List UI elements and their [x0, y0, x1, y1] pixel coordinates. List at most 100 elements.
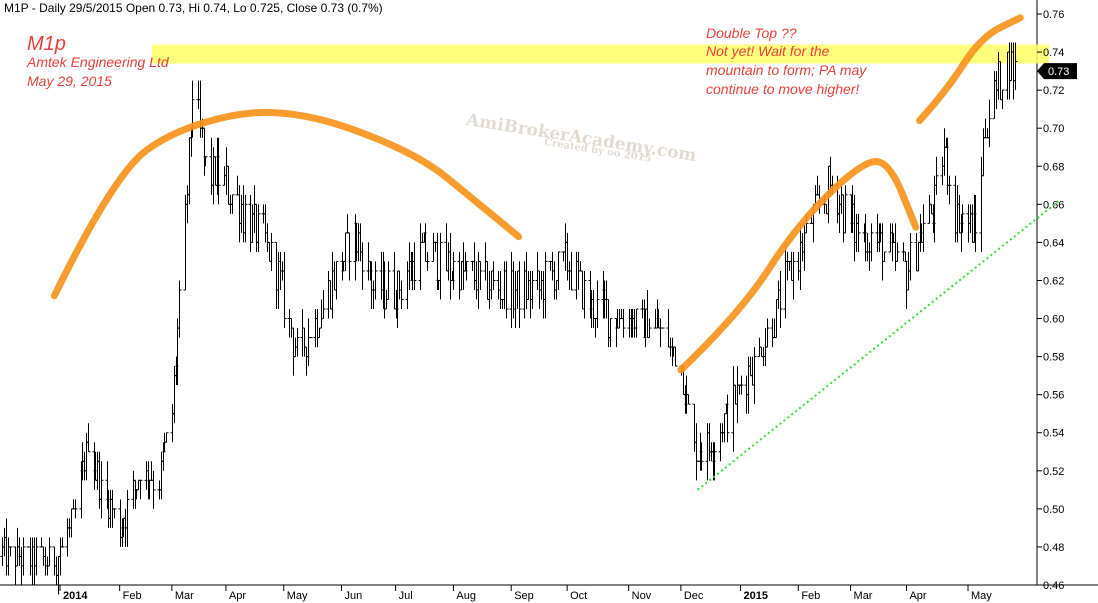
ohlc-bar — [787, 260, 792, 271]
ohlc-bar — [185, 185, 190, 224]
ohlc-bar — [248, 194, 253, 252]
ohlc-bar — [746, 356, 751, 414]
ohlc-bar — [0, 537, 5, 566]
ohlc-bar — [295, 328, 300, 357]
ohlc-bar — [164, 432, 169, 443]
ohlc-bar — [774, 299, 779, 339]
ohlc-bar — [211, 147, 216, 205]
ohlc-bar — [250, 204, 255, 243]
ohlc-bar — [39, 537, 44, 548]
ohlc-bar — [765, 318, 770, 348]
ohlc-bar — [243, 194, 248, 243]
ohlc-bar — [543, 251, 548, 319]
ohlc-bar — [705, 423, 710, 481]
ohlc-bar — [916, 241, 921, 272]
x-tick-label: May — [971, 590, 992, 602]
ohlc-bar — [198, 80, 203, 138]
ohlc-bar — [929, 203, 934, 215]
ohlc-bar — [149, 461, 154, 481]
ohlc-bar — [770, 318, 775, 348]
ohlc-bar — [235, 175, 240, 196]
ohlc-bar — [686, 394, 691, 405]
ohlc-bar — [334, 260, 339, 300]
ohlc-bar — [957, 194, 962, 234]
ohlc-bar — [118, 499, 123, 547]
ohlc-bar — [658, 318, 663, 348]
ohlc-bar — [869, 223, 874, 262]
ohlc-bar — [306, 318, 311, 367]
last-price-tag-bg — [1037, 63, 1077, 80]
ohlc-bar — [65, 518, 70, 557]
y-tick-label: 0.74 — [1043, 47, 1064, 59]
ohlc-bar — [578, 261, 583, 272]
x-tick-label: 2015 — [744, 590, 768, 602]
ohlc-bar — [854, 213, 859, 252]
ohlc-bar — [230, 194, 235, 214]
ohlc-bar — [418, 223, 423, 290]
ohlc-bar — [707, 423, 712, 462]
ohlc-bar — [985, 128, 990, 139]
ohlc-bar — [433, 241, 438, 252]
ohlc-bar — [420, 232, 425, 243]
ohlc-bar — [203, 156, 208, 167]
x-tick-label: Jul — [399, 590, 413, 602]
ohlc-bar — [502, 261, 507, 310]
ohlc-bar — [839, 185, 844, 214]
ohlc-bar — [485, 260, 490, 300]
ohlc-bar — [457, 251, 462, 300]
ohlc-bar — [99, 461, 104, 519]
ohlc-bar — [8, 546, 13, 557]
ohlc-bar — [73, 499, 78, 519]
x-tick-label: Nov — [632, 590, 652, 602]
ohlc-bar — [84, 432, 89, 481]
x-tick-label: 2014 — [63, 590, 88, 602]
ohlc-bar — [550, 251, 555, 281]
ohlc-bar — [621, 309, 626, 338]
ohlc-bar — [791, 251, 796, 300]
ohlc-bar — [595, 280, 600, 329]
ohlc-bar — [267, 241, 272, 262]
ohlc-bar — [800, 232, 805, 262]
x-tick-label: Mar — [854, 590, 873, 602]
ohlc-bar — [265, 223, 270, 252]
ohlc-bar — [108, 489, 113, 528]
ohlc-bar — [379, 251, 384, 300]
ohlc-bar — [332, 261, 337, 291]
ohlc-bar — [940, 156, 945, 186]
ohlc-bar — [313, 309, 318, 348]
y-tick-label: 0.68 — [1043, 161, 1064, 173]
ohlc-bar — [226, 165, 231, 205]
ohlc-bar — [888, 223, 893, 253]
ohlc-bar — [955, 185, 960, 243]
ohlc-bar — [474, 261, 479, 300]
x-tick-label: May — [287, 590, 308, 602]
ohlc-bar — [509, 251, 514, 329]
ohlc-bar — [209, 137, 214, 195]
ohlc-bar — [300, 309, 305, 357]
ohlc-bar — [789, 251, 794, 281]
ohlc-bar — [274, 241, 279, 310]
ohlc-bar — [405, 261, 410, 310]
ohlc-bar — [739, 375, 744, 395]
x-tick-label: Aug — [456, 590, 476, 602]
date-label: May 29, 2015 — [27, 73, 112, 89]
ohlc-bar — [580, 270, 585, 310]
y-tick-label: 0.48 — [1043, 542, 1064, 554]
ohlc-bar — [802, 223, 807, 271]
x-tick-label: Mar — [175, 590, 194, 602]
ohlc-bar — [666, 309, 671, 348]
ohlc-bar — [213, 156, 218, 186]
y-tick-label: 0.54 — [1043, 428, 1064, 440]
ohlc-bar — [17, 537, 22, 566]
ohlc-bar — [151, 470, 156, 509]
y-tick-label: 0.76 — [1043, 9, 1064, 21]
ohlc-bar — [431, 232, 436, 262]
ohlc-bar — [752, 347, 757, 405]
ohlc-bar — [6, 537, 11, 576]
support-trendline — [697, 199, 1060, 491]
ohlc-bar — [2, 527, 7, 557]
y-tick-label: 0.72 — [1043, 85, 1064, 97]
ohlc-bar — [837, 194, 842, 233]
ohlc-bar — [552, 261, 557, 300]
